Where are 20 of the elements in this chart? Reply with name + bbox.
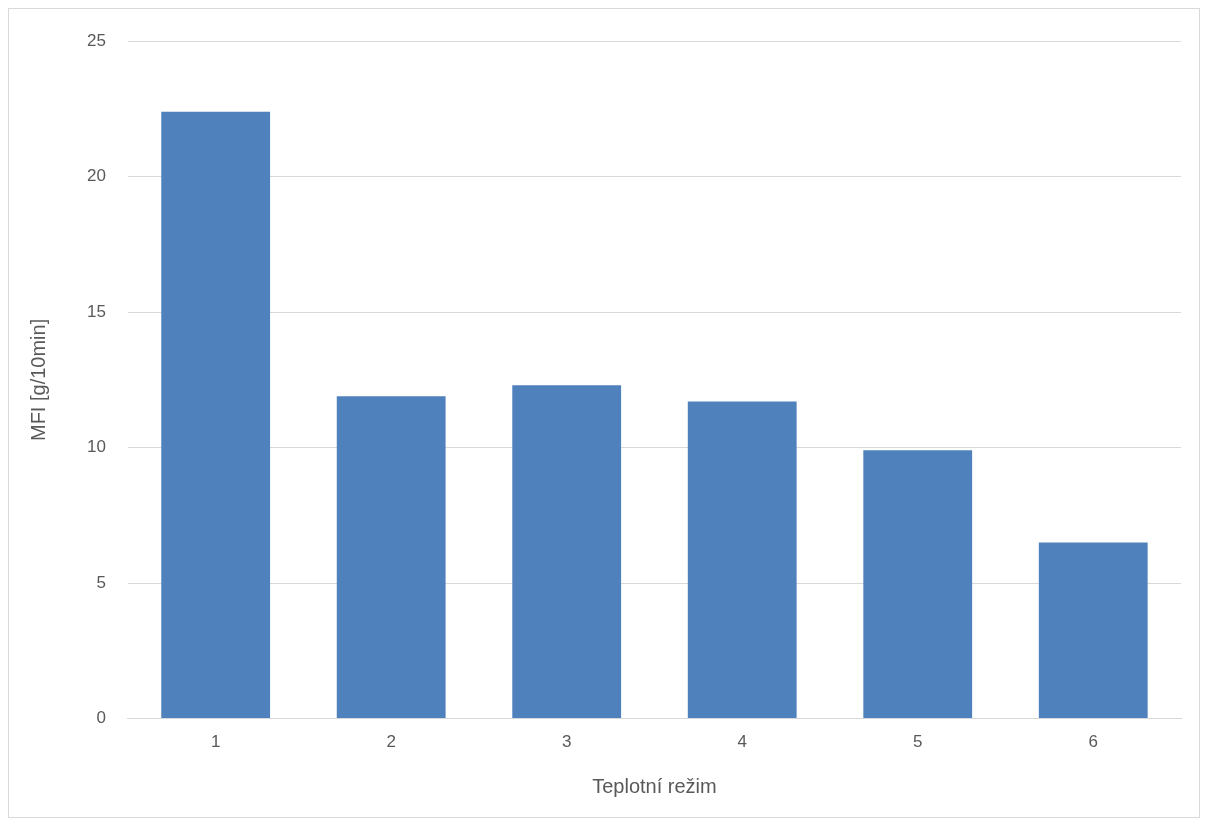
bar: [1038, 542, 1148, 719]
x-tick-label: 6: [1088, 732, 1098, 752]
bar: [512, 385, 622, 719]
x-tick-label: 5: [912, 732, 923, 752]
x-tick-label: 3: [561, 732, 572, 752]
y-tick-label: 5: [96, 572, 106, 592]
bar: [161, 111, 271, 719]
bar: [863, 450, 973, 719]
y-tick-label: 20: [86, 166, 106, 186]
bar: [336, 396, 446, 719]
bar: [687, 401, 797, 719]
x-tick-label: 1: [210, 732, 221, 752]
x-tick-label: 2: [386, 732, 396, 752]
y-axis-title: MFI [g/10min]: [26, 318, 49, 442]
y-tick-label: 15: [86, 301, 106, 321]
y-tick-label: 10: [86, 437, 106, 457]
x-tick-label: 4: [737, 732, 747, 752]
y-tick-label: 25: [86, 30, 106, 50]
x-axis-title: Teplotní režim: [592, 774, 717, 797]
y-tick-label: 0: [96, 708, 106, 728]
